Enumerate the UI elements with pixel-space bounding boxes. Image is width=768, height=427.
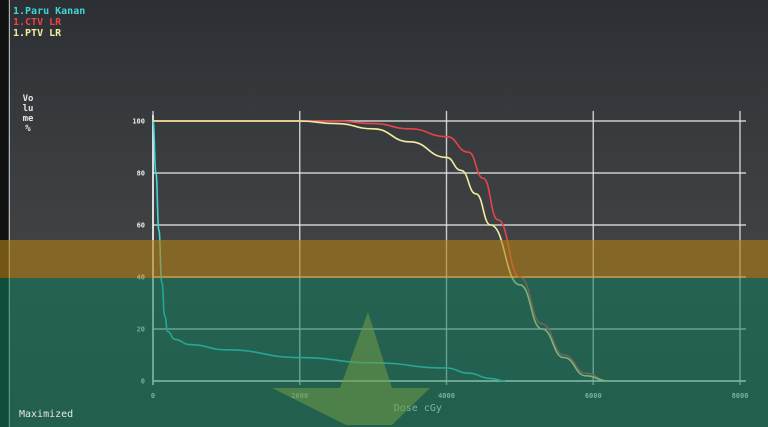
left-frame-line: [9, 0, 10, 427]
y-axis-label: Volume %: [22, 94, 39, 134]
legend-item-ptv-lr[interactable]: 1.PTV LR: [13, 28, 62, 39]
status-text: Maximized: [19, 409, 74, 420]
y-tick-label-80: 80: [137, 170, 145, 178]
y-tick-label-60: 60: [137, 222, 145, 230]
overlay-band-green: [0, 278, 768, 427]
overlay-band-orange: [0, 240, 768, 278]
left-bezel: [0, 0, 8, 427]
chart-legend: 1.Paru Kanan 1.CTV LR 1.PTV LR: [13, 6, 85, 39]
y-tick-label-100: 100: [132, 118, 145, 126]
legend-item-paru-kanan[interactable]: 1.Paru Kanan: [13, 6, 86, 17]
legend-item-ctv-lr[interactable]: 1.CTV LR: [13, 17, 62, 28]
